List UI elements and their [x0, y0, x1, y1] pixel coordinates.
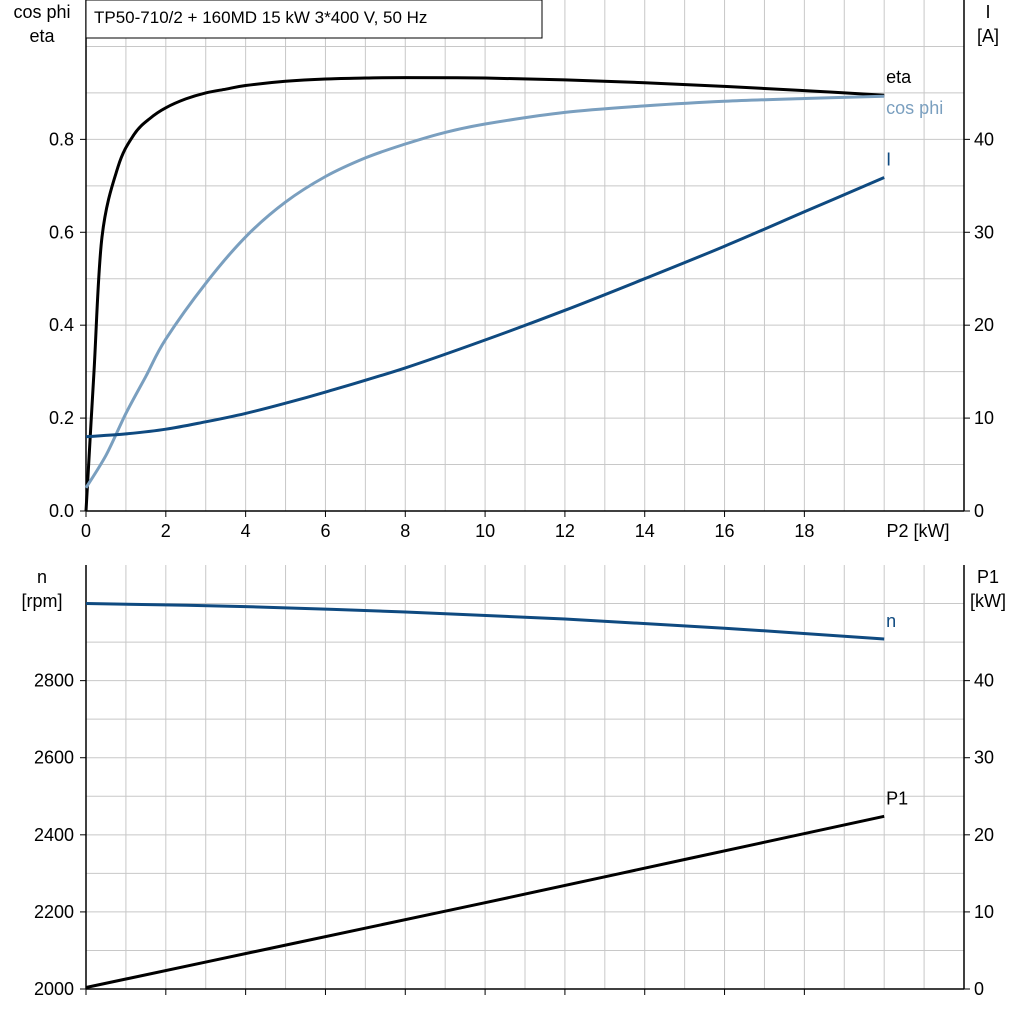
left-tick-label: 2400 — [34, 825, 74, 845]
left-tick-label: 0.4 — [49, 315, 74, 335]
title-text: TP50-710/2 + 160MD 15 kW 3*400 V, 50 Hz — [94, 8, 427, 27]
left-tick-label: 0.0 — [49, 501, 74, 521]
left-tick-label: 0.8 — [49, 129, 74, 149]
right-axis-label-line1: I — [985, 2, 990, 22]
upper-panel: 0.0 0.2 0.4 0.6 0.8 0 10 20 30 40 0 2 4 6 8 10 12 14 16 18 P… — [13, 0, 999, 541]
x-tick-label: 4 — [241, 521, 251, 541]
left-tick-label: 2000 — [34, 979, 74, 999]
right-axis-label-line2: [A] — [977, 26, 999, 46]
right-axis-label-line2: [kW] — [970, 591, 1006, 611]
left-tick-label: 2600 — [34, 748, 74, 768]
series-label-eta: eta — [886, 67, 912, 87]
left-tick-label: 0.6 — [49, 222, 74, 242]
x-tick-label: 8 — [400, 521, 410, 541]
x-tick-label: 16 — [715, 521, 735, 541]
right-tick-label: 0 — [974, 979, 984, 999]
left-axis-label-line1: cos phi — [13, 2, 70, 22]
right-tick-label: 10 — [974, 408, 994, 428]
right-tick-label: 20 — [974, 315, 994, 335]
series-line-eta — [84, 76, 885, 512]
x-axis-label: P2 [kW] — [886, 521, 949, 541]
lower-panel: 2000 2200 2400 2600 2800 0 10 20 30 40 n [rpm] P1 [kW… — [21, 565, 1006, 999]
x-tick-label: 0 — [81, 521, 91, 541]
left-tick-label: 2200 — [34, 902, 74, 922]
series-line-cos-phi — [84, 94, 885, 489]
left-tick-label: 2800 — [34, 671, 74, 691]
x-tick-label: 18 — [794, 521, 814, 541]
right-tick-label: 10 — [974, 902, 994, 922]
right-tick-label: 30 — [974, 222, 994, 242]
right-tick-label: 40 — [974, 129, 994, 149]
series-label-cos-phi: cos phi — [886, 98, 943, 118]
x-tick-label: 6 — [320, 521, 330, 541]
series-label-p1: P1 — [886, 788, 908, 808]
series-line-n — [85, 602, 885, 641]
right-tick-label: 0 — [974, 501, 984, 521]
right-tick-label: 40 — [974, 671, 994, 691]
chart-title: TP50-710/2 + 160MD 15 kW 3*400 V, 50 Hz — [85, 0, 543, 39]
series-line-p1 — [85, 814, 885, 989]
series-line-i — [85, 176, 885, 439]
left-axis-label-line2: [rpm] — [21, 591, 62, 611]
x-tick-label: 2 — [161, 521, 171, 541]
right-axis-label-line1: P1 — [977, 567, 999, 587]
right-tick-label: 30 — [974, 748, 994, 768]
series-label-i: I — [886, 149, 891, 169]
x-tick-label: 10 — [475, 521, 495, 541]
left-tick-label: 0.2 — [49, 408, 74, 428]
title-box — [85, 0, 543, 39]
series-label-n: n — [886, 611, 896, 631]
x-tick-label: 14 — [635, 521, 655, 541]
left-axis-label-line2: eta — [29, 26, 55, 46]
left-axis-label-line1: n — [37, 567, 47, 587]
right-tick-label: 20 — [974, 825, 994, 845]
x-tick-label: 12 — [555, 521, 575, 541]
